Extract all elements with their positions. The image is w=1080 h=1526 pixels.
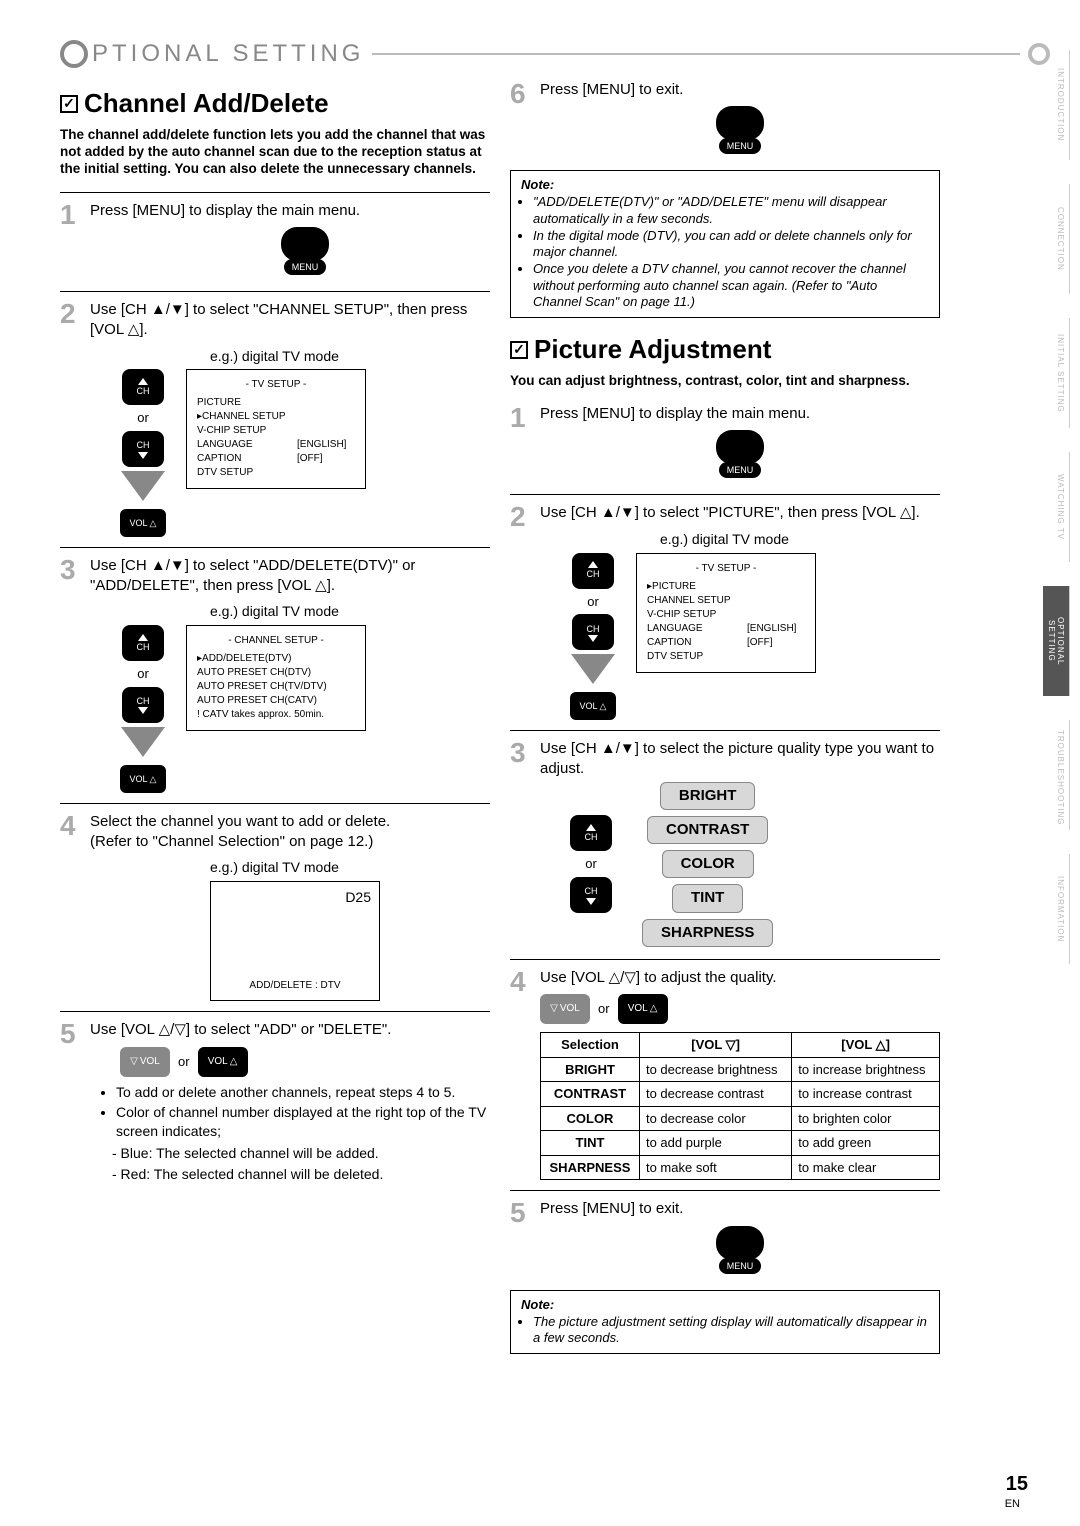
step-5-red: - Red: The selected channel will be dele… — [112, 1164, 490, 1185]
osd-tv-setup: - TV SETUP - PICTURE CHANNEL SETUP V-CHI… — [186, 369, 366, 489]
b-step-5-num: 5 — [510, 1199, 532, 1279]
b-step-2-eg: e.g.) digital TV mode — [660, 530, 940, 549]
step-5-num: 5 — [60, 1020, 82, 1185]
ch-down-button: CH — [122, 431, 164, 467]
tab-initial-setting: INITIAL SETTING — [1043, 318, 1070, 428]
header-rule — [372, 53, 1020, 55]
ch-control-stack: CH or CH VOL△ — [120, 369, 166, 537]
step-2-text: Use [CH ▲/▼] to select "CHANNEL SETUP", … — [90, 300, 490, 341]
step-4-text-b: (Refer to "Channel Selection" on page 12… — [90, 832, 490, 852]
menu-button-icon: MENU — [120, 227, 490, 275]
step-4-num: 4 — [60, 812, 82, 1001]
tab-introduction: INTRODUCTION — [1043, 50, 1070, 160]
b-step-2-text: Use [CH ▲/▼] to select "PICTURE", then p… — [540, 503, 940, 523]
b-step-3-text: Use [CH ▲/▼] to select the picture quali… — [540, 739, 940, 780]
step-1-num: 1 — [60, 201, 82, 281]
b-ch-control-stack-2: CH or CH — [570, 815, 612, 913]
page-header: PTIONAL SETTING — [60, 40, 1050, 68]
ch-up-button: CH — [122, 369, 164, 405]
header-title: PTIONAL SETTING — [92, 40, 364, 68]
section-b-intro: You can adjust brightness, contrast, col… — [510, 373, 940, 390]
tab-troubleshooting: TROUBLESHOOTING — [1043, 720, 1070, 830]
step-6-text: Press [MENU] to exit. — [540, 80, 940, 100]
section-a-heading: Channel Add/Delete — [84, 88, 329, 119]
checkbox-icon-2: ✓ — [510, 341, 528, 359]
b-step-1-text: Press [MENU] to display the main menu. — [540, 404, 940, 424]
step-2-eg: e.g.) digital TV mode — [210, 347, 490, 366]
section-a-intro: The channel add/delete function lets you… — [60, 127, 490, 178]
right-column: 6 Press [MENU] to exit. MENU Note: "ADD/… — [510, 80, 940, 1354]
b-ch-control-stack: CH or CH VOL△ — [570, 553, 616, 721]
osd-channel-setup: - CHANNEL SETUP - ADD/DELETE(DTV) AUTO P… — [186, 625, 366, 731]
section-b-title: ✓ Picture Adjustment — [510, 334, 940, 365]
b-step-2-num: 2 — [510, 503, 532, 720]
menu-button-icon-2: MENU — [540, 106, 940, 154]
step-6-num: 6 — [510, 80, 532, 160]
tab-information: INFORMATION — [1043, 854, 1070, 964]
step-5-bullets: To add or delete another channels, repea… — [102, 1083, 490, 1142]
step-3-num: 3 — [60, 556, 82, 793]
page-number: 15 — [1006, 1473, 1028, 1496]
b-step-1-num: 1 — [510, 404, 532, 484]
b-step-4-num: 4 — [510, 968, 532, 1181]
step-3-eg: e.g.) digital TV mode — [210, 602, 490, 621]
menu-button-icon-3: MENU — [540, 430, 940, 478]
vol-up-button: VOL△ — [120, 509, 166, 537]
vol-pair: ▽VOL or VOL△ — [120, 1047, 490, 1077]
menu-button-icon-4: MENU — [540, 1226, 940, 1274]
step-2-num: 2 — [60, 300, 82, 537]
down-triangle-icon — [121, 471, 165, 501]
tab-watching-tv: WATCHING TV — [1043, 452, 1070, 562]
step-3-text: Use [CH ▲/▼] to select "ADD/DELETE(DTV)"… — [90, 556, 490, 597]
tab-connection: CONNECTION — [1043, 184, 1070, 294]
b-step-4-text: Use [VOL △/▽] to adjust the quality. — [540, 968, 940, 988]
b-osd-tv-setup: - TV SETUP - PICTURE CHANNEL SETUP V-CHI… — [636, 553, 816, 673]
step-5-blue: - Blue: The selected channel will be add… — [112, 1143, 490, 1164]
header-circle-icon — [60, 40, 88, 68]
section-b-heading: Picture Adjustment — [534, 334, 771, 365]
step-4-eg: e.g.) digital TV mode — [210, 858, 490, 877]
tv-screen-mock: D25 ADD/DELETE : DTV — [210, 881, 380, 1001]
section-a-title: ✓ Channel Add/Delete — [60, 88, 490, 119]
tab-optional-setting: OPTIONAL SETTING — [1043, 586, 1070, 696]
checkbox-icon: ✓ — [60, 95, 78, 113]
step-5-text: Use [VOL △/▽] to select "ADD" or "DELETE… — [90, 1020, 490, 1040]
page-lang: EN — [1005, 1498, 1020, 1510]
ch-control-stack-2: CH or CH VOL△ — [120, 625, 166, 793]
b-step-5-text: Press [MENU] to exit. — [540, 1199, 940, 1219]
left-column: ✓ Channel Add/Delete The channel add/del… — [60, 80, 490, 1354]
b-vol-pair: ▽VOL or VOL△ — [540, 994, 940, 1024]
side-tabs: INTRODUCTION CONNECTION INITIAL SETTING … — [1043, 50, 1070, 964]
section-b-note: Note: The picture adjustment setting dis… — [510, 1290, 940, 1355]
adjustment-table: Selection [VOL ▽] [VOL △] BRIGHTto decre… — [540, 1032, 940, 1180]
step-4-text-a: Select the channel you want to add or de… — [90, 812, 490, 832]
picture-quality-pills: BRIGHT CONTRAST COLOR TINT SHARPNESS — [642, 780, 773, 949]
step-1-text: Press [MENU] to display the main menu. — [90, 201, 490, 221]
b-step-3-num: 3 — [510, 739, 532, 949]
section-a-note: Note: "ADD/DELETE(DTV)" or "ADD/DELETE" … — [510, 170, 940, 318]
